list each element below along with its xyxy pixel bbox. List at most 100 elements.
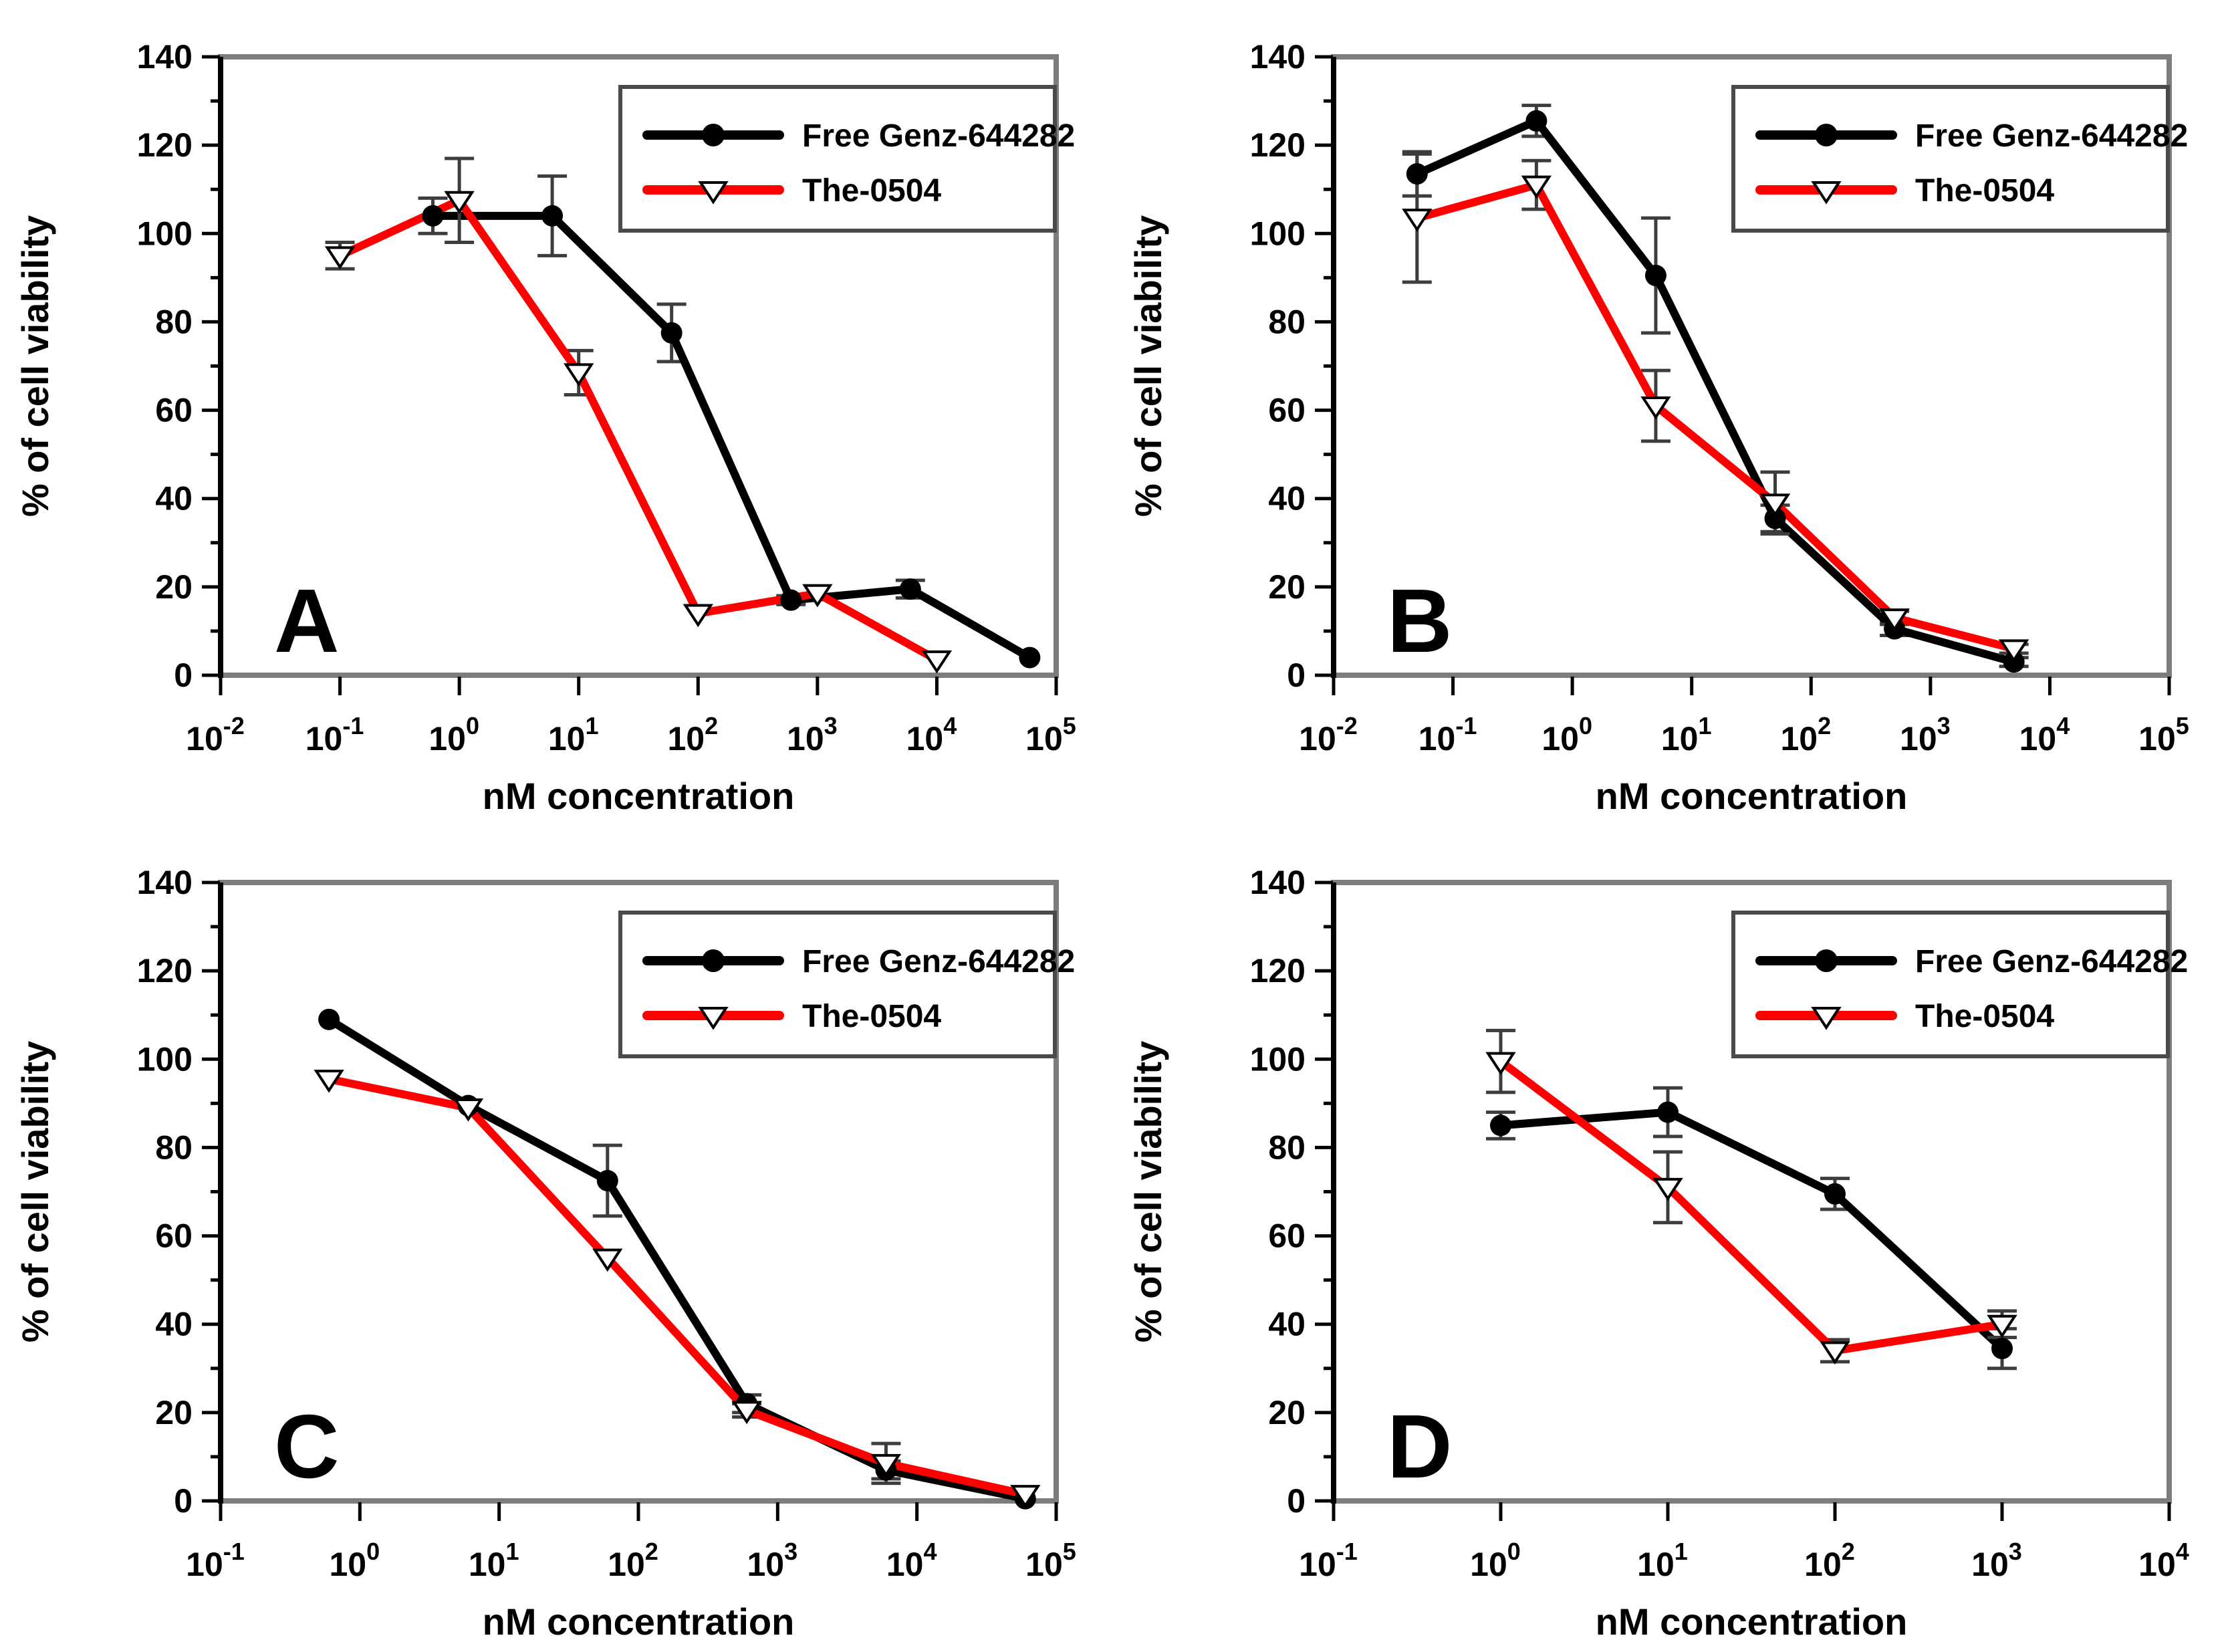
x-tick-label: 103 bbox=[1900, 712, 1951, 757]
x-tick-label: 10-1 bbox=[305, 712, 364, 757]
panel-letter: C bbox=[274, 1396, 340, 1497]
legend-label: Free Genz-644282 bbox=[1915, 944, 2188, 979]
legend-label: The-0504 bbox=[802, 999, 941, 1034]
y-tick-label: 100 bbox=[1250, 215, 1306, 252]
y-axis-title: % of cell viability bbox=[1127, 1041, 1169, 1342]
data-point-triangle bbox=[453, 1098, 484, 1122]
series-line-the-0504 bbox=[1497, 1057, 2006, 1355]
data-point-circle bbox=[318, 1008, 340, 1030]
x-tick-label: 101 bbox=[1661, 712, 1712, 757]
legend-box bbox=[1731, 911, 2170, 1058]
x-tick-label: 10-1 bbox=[1418, 712, 1477, 757]
y-tick-label: 120 bbox=[137, 952, 193, 989]
data-point-triangle bbox=[1402, 209, 1433, 232]
data-point-circle bbox=[422, 205, 444, 227]
series-line-free-genz bbox=[1497, 1108, 2006, 1353]
data-point-triangle bbox=[1820, 1341, 1850, 1365]
y-tick-label: 80 bbox=[1268, 1129, 1306, 1166]
x-tick-label: 103 bbox=[1971, 1538, 2022, 1583]
data-point-triangle bbox=[324, 246, 356, 269]
y-tick-label: 100 bbox=[137, 215, 193, 252]
data-point-circle bbox=[1019, 646, 1041, 669]
legend-marker-triangle bbox=[1811, 1007, 1842, 1030]
x-tick-label: 102 bbox=[667, 712, 718, 757]
y-tick-label: 120 bbox=[137, 126, 193, 164]
x-tick-label: 103 bbox=[747, 1538, 798, 1583]
legend-box bbox=[618, 911, 1057, 1058]
data-point-triangle bbox=[1998, 639, 2029, 663]
y-tick-label: 100 bbox=[1250, 1040, 1306, 1078]
legend-label: Free Genz-644282 bbox=[802, 944, 1075, 979]
x-tick-label: 104 bbox=[906, 712, 957, 757]
legend-box bbox=[618, 85, 1057, 233]
data-point-triangle bbox=[921, 650, 953, 674]
x-tick-label: 105 bbox=[2138, 712, 2189, 757]
data-point-triangle bbox=[564, 363, 594, 387]
y-tick-label: 100 bbox=[137, 1040, 193, 1078]
data-point-circle bbox=[541, 205, 564, 227]
legend-box bbox=[1731, 85, 2170, 233]
data-point-triangle bbox=[314, 1070, 344, 1093]
y-tick-label: 60 bbox=[1268, 392, 1306, 429]
series-line-free-genz bbox=[1412, 116, 2018, 667]
x-axis-title: nM concentration bbox=[1596, 1601, 1908, 1643]
data-point-triangle bbox=[683, 604, 713, 628]
y-tick-label: 80 bbox=[155, 303, 193, 340]
x-tick-label: 101 bbox=[548, 712, 599, 757]
legend-marker-circle bbox=[702, 124, 725, 146]
data-point-circle bbox=[1824, 1183, 1846, 1205]
y-tick-label: 60 bbox=[1268, 1217, 1306, 1255]
y-tick-label: 40 bbox=[155, 1306, 193, 1343]
x-tick-label: 102 bbox=[608, 1538, 658, 1583]
y-tick-label: 140 bbox=[1250, 864, 1306, 901]
y-tick-label: 0 bbox=[1287, 1482, 1306, 1520]
data-point-triangle bbox=[1010, 1485, 1041, 1508]
legend-marker-circle bbox=[702, 949, 725, 972]
panel-d-chart: 0 20 40 60 80 100 120 140 10-1 100 101 102 103 104 nM … bbox=[1113, 826, 2226, 1652]
data-point-triangle bbox=[802, 584, 833, 608]
series-line-the-0504 bbox=[336, 196, 941, 664]
data-point-circle bbox=[1406, 163, 1428, 185]
data-point-triangle bbox=[1640, 396, 1671, 420]
legend-marker-circle bbox=[1815, 124, 1838, 146]
y-tick-label: 80 bbox=[155, 1129, 193, 1166]
legend-label: Free Genz-644282 bbox=[802, 118, 1075, 154]
data-point-triangle bbox=[1521, 175, 1552, 199]
y-axis-title: % of cell viability bbox=[14, 1041, 56, 1342]
x-tick-label: 102 bbox=[1804, 1538, 1855, 1583]
x-tick-label: 10-2 bbox=[186, 712, 245, 757]
x-tick-label: 100 bbox=[1541, 712, 1592, 757]
x-tick-label: 104 bbox=[2019, 712, 2070, 757]
series-line-the-0504 bbox=[325, 1075, 1029, 1499]
data-point-triangle bbox=[1879, 608, 1910, 632]
data-point-triangle bbox=[1987, 1314, 2017, 1338]
series-line-free-genz bbox=[325, 1015, 1029, 1503]
x-tick-label: 104 bbox=[886, 1538, 937, 1583]
data-point-circle bbox=[1644, 265, 1666, 287]
y-tick-label: 60 bbox=[155, 1217, 193, 1255]
x-tick-label: 100 bbox=[330, 1538, 380, 1583]
x-tick-label: 10-2 bbox=[1299, 712, 1358, 757]
y-axis-title: % of cell viability bbox=[1127, 215, 1169, 517]
x-tick-label: 101 bbox=[1637, 1538, 1688, 1583]
legend-label: The-0504 bbox=[1915, 999, 2054, 1034]
panel-a-chart: 0 20 40 60 80 100 120 140 10-2 10-1 100 101 102 103 10… bbox=[0, 0, 1113, 826]
legend-label: The-0504 bbox=[1915, 173, 2054, 209]
y-tick-label: 0 bbox=[1287, 657, 1306, 694]
data-point-triangle bbox=[1759, 493, 1791, 517]
data-point-triangle bbox=[1485, 1052, 1516, 1076]
x-tick-label: 105 bbox=[1025, 712, 1076, 757]
legend-label: Free Genz-644282 bbox=[1915, 118, 2188, 154]
data-point-circle bbox=[1991, 1338, 2013, 1360]
data-point-triangle bbox=[731, 1401, 762, 1425]
x-tick-label: 105 bbox=[1025, 1538, 1076, 1583]
data-point-circle bbox=[660, 322, 683, 344]
data-point-circle bbox=[899, 578, 921, 600]
data-point-circle bbox=[1764, 507, 1786, 529]
data-point-triangle bbox=[1652, 1177, 1683, 1201]
x-axis-title: nM concentration bbox=[483, 1601, 795, 1643]
y-tick-label: 140 bbox=[137, 38, 193, 76]
y-tick-label: 140 bbox=[1250, 38, 1306, 76]
x-tick-label: 10-1 bbox=[1299, 1538, 1358, 1583]
y-tick-label: 40 bbox=[155, 480, 193, 517]
